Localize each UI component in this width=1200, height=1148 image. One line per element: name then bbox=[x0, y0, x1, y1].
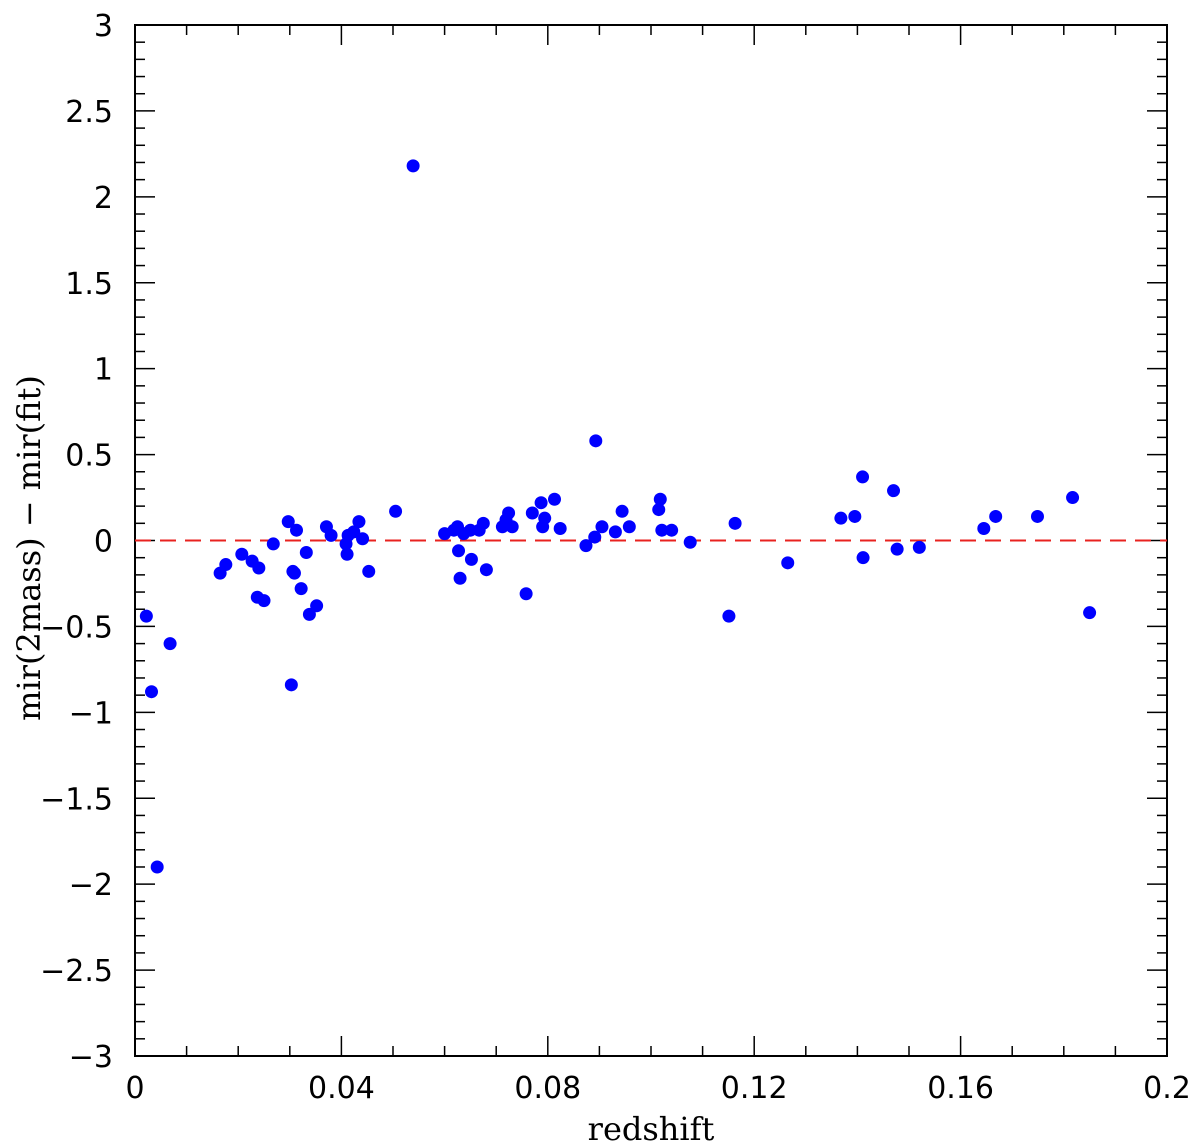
data-point bbox=[389, 504, 403, 518]
data-point bbox=[856, 551, 870, 565]
data-point bbox=[781, 556, 795, 570]
data-point bbox=[834, 511, 848, 525]
data-point bbox=[977, 521, 991, 535]
y-tick-label: −0.5 bbox=[40, 610, 113, 645]
data-point bbox=[519, 587, 533, 601]
data-point bbox=[139, 609, 153, 623]
data-point bbox=[856, 470, 870, 484]
data-point bbox=[219, 558, 233, 572]
data-point bbox=[652, 503, 666, 517]
data-point bbox=[525, 506, 539, 520]
x-axis-title: redshift bbox=[588, 1110, 715, 1148]
data-point bbox=[464, 552, 478, 566]
data-point bbox=[406, 159, 420, 173]
y-tick-label: 3 bbox=[94, 9, 113, 44]
x-tick-label: 0.16 bbox=[927, 1071, 994, 1106]
x-tick-label: 0.08 bbox=[514, 1071, 581, 1106]
data-point bbox=[588, 530, 602, 544]
x-tick-label: 0.2 bbox=[1143, 1071, 1191, 1106]
data-point bbox=[502, 506, 516, 520]
data-point bbox=[235, 547, 249, 561]
data-point bbox=[150, 860, 164, 874]
data-point bbox=[665, 523, 679, 537]
data-point bbox=[324, 528, 338, 542]
y-tick-label: 2.5 bbox=[65, 95, 113, 130]
data-point bbox=[302, 607, 316, 621]
tick-labels: 0 0.04 0.08 0.12 0.16 0.2 −3 −2.5 −2 −1.5 −1 −0.5 0 0… bbox=[40, 9, 1191, 1106]
data-point bbox=[887, 484, 901, 498]
data-point bbox=[683, 535, 697, 549]
y-tick-label: −1 bbox=[69, 696, 113, 731]
data-point bbox=[281, 515, 295, 529]
data-point bbox=[163, 637, 177, 651]
data-point bbox=[989, 509, 1003, 523]
data-point bbox=[595, 520, 609, 534]
data-point bbox=[257, 594, 271, 608]
y-tick-label: −2.5 bbox=[40, 954, 113, 989]
data-point bbox=[1083, 606, 1097, 620]
data-point bbox=[848, 509, 862, 523]
y-axis-title: mir(2mass) − mir(fit) bbox=[10, 375, 48, 721]
data-point bbox=[452, 544, 466, 558]
y-tick-label: 2 bbox=[94, 181, 113, 216]
data-point bbox=[453, 571, 467, 585]
data-point bbox=[252, 561, 266, 575]
data-point bbox=[299, 546, 313, 560]
data-point bbox=[655, 523, 669, 537]
data-point bbox=[505, 520, 519, 534]
data-point bbox=[290, 523, 304, 537]
data-point bbox=[538, 511, 552, 525]
data-point bbox=[294, 582, 308, 596]
data-points bbox=[139, 159, 1097, 874]
data-point bbox=[287, 566, 301, 580]
data-point bbox=[352, 515, 366, 529]
y-tick-label: 0 bbox=[94, 525, 113, 560]
data-point bbox=[347, 525, 361, 539]
y-tick-label: 0.5 bbox=[65, 439, 113, 474]
data-point bbox=[553, 521, 567, 535]
data-point bbox=[476, 516, 490, 530]
data-point bbox=[534, 496, 548, 510]
axis-ticks bbox=[134, 24, 1168, 1057]
data-point bbox=[548, 492, 562, 506]
data-point bbox=[722, 609, 736, 623]
y-tick-label: −2 bbox=[69, 868, 113, 903]
data-point bbox=[653, 492, 667, 506]
data-point bbox=[579, 539, 593, 553]
data-point bbox=[310, 599, 324, 613]
data-point bbox=[608, 525, 622, 539]
data-point bbox=[145, 685, 159, 699]
data-point bbox=[912, 540, 926, 554]
data-point bbox=[622, 520, 636, 534]
data-point bbox=[615, 504, 629, 518]
x-tick-label: 0 bbox=[125, 1071, 144, 1106]
data-point bbox=[589, 434, 603, 448]
data-point bbox=[284, 678, 298, 692]
y-tick-label: −3 bbox=[69, 1040, 113, 1075]
data-point bbox=[266, 537, 280, 551]
x-tick-label: 0.04 bbox=[308, 1071, 375, 1106]
data-point bbox=[340, 547, 354, 561]
data-point bbox=[890, 542, 904, 556]
data-point bbox=[728, 516, 742, 530]
data-point bbox=[356, 532, 370, 546]
x-tick-label: 0.12 bbox=[721, 1071, 788, 1106]
y-tick-label: 1.5 bbox=[65, 267, 113, 302]
data-point bbox=[1030, 509, 1044, 523]
data-point bbox=[479, 563, 493, 577]
data-point bbox=[1066, 491, 1080, 505]
y-tick-label: −1.5 bbox=[40, 782, 113, 817]
y-tick-label: 1 bbox=[94, 353, 113, 388]
data-point bbox=[362, 564, 376, 578]
